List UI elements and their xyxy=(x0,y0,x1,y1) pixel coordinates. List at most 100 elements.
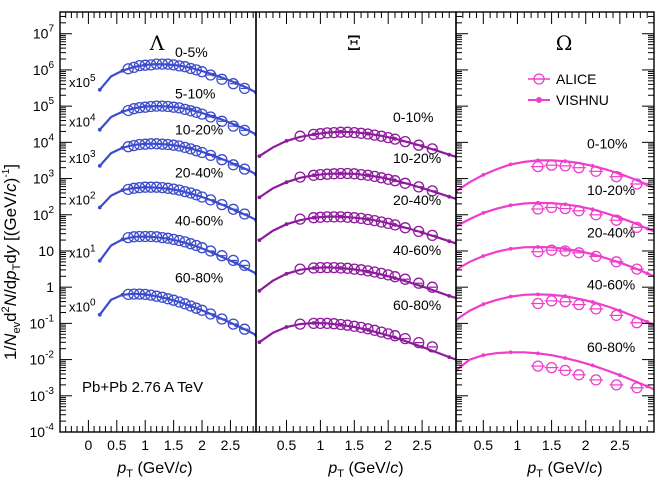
alice-point xyxy=(128,288,140,300)
alice-point xyxy=(185,187,197,199)
vishnu-point xyxy=(645,182,650,187)
panel-title-xi: Ξ xyxy=(347,31,361,55)
vishnu-curve-lambda-10-20 xyxy=(98,142,256,176)
alice-point xyxy=(321,261,333,274)
alice-point xyxy=(156,291,168,303)
vishnu-point xyxy=(563,246,568,251)
y-tick-label: 106 xyxy=(33,60,55,78)
x-tick-label: 1 xyxy=(514,437,522,453)
alice-point xyxy=(348,126,360,139)
alice-point xyxy=(162,100,174,113)
vishnu-point xyxy=(97,205,102,210)
alice-point xyxy=(389,175,401,187)
alice-point xyxy=(355,168,367,181)
alice-point xyxy=(185,238,197,250)
alice-point xyxy=(216,313,228,325)
alice-point xyxy=(631,382,643,394)
alice-point xyxy=(133,230,146,243)
alice-point xyxy=(156,138,168,150)
y-tick-label: 10-2 xyxy=(30,350,55,368)
alice-point xyxy=(341,319,354,331)
alice-point xyxy=(238,259,251,272)
vishnu-curve-xi-40-60 xyxy=(258,266,456,300)
alice-point xyxy=(375,326,388,338)
alice-point xyxy=(321,127,333,139)
x-tick-label: 2 xyxy=(198,437,206,453)
y-tick-label: 104 xyxy=(33,132,55,150)
alice-point xyxy=(173,60,185,72)
alice-point xyxy=(173,184,185,196)
alice-point xyxy=(307,317,320,330)
panel-frame-omega xyxy=(455,11,655,433)
vishnu-point xyxy=(284,180,289,185)
alice-point xyxy=(128,103,140,115)
scale-factor-20-40: x102 xyxy=(69,191,96,208)
x-axis-title-omega: pT (GeV/c) xyxy=(526,460,602,480)
vishnu-point xyxy=(447,355,452,359)
alice-point xyxy=(348,212,360,224)
alice-point xyxy=(335,126,347,138)
vishnu-point xyxy=(447,194,452,199)
alice-point xyxy=(227,254,239,267)
vishnu-point xyxy=(645,320,650,324)
alice-point xyxy=(559,245,571,257)
centrality-label-lambda-0-5: 0-5% xyxy=(175,44,208,60)
y-tick-label: 1 xyxy=(46,279,54,295)
alice-point xyxy=(545,295,558,307)
alice-point xyxy=(375,216,388,228)
centrality-label-xi-0-10: 0-10% xyxy=(393,109,433,125)
alice-point xyxy=(294,318,306,330)
alice-point xyxy=(238,82,251,95)
vishnu-point xyxy=(536,292,540,297)
alice-point xyxy=(162,232,174,244)
alice-point xyxy=(355,264,367,276)
alice-point xyxy=(150,100,163,112)
y-tick-label: 102 xyxy=(33,205,55,223)
vishnu-curve-omega-60-80 xyxy=(456,351,654,391)
alice-point xyxy=(389,271,401,283)
vishnu-point xyxy=(338,322,343,327)
alice-point xyxy=(294,171,306,183)
alice-point xyxy=(559,364,571,377)
alice-point xyxy=(341,211,354,223)
alice-point xyxy=(532,246,544,258)
alice-point xyxy=(399,135,411,148)
vishnu-point xyxy=(393,276,397,280)
vishnu-point xyxy=(366,173,370,178)
x-tick-label: 1.5 xyxy=(542,437,562,453)
alice-point xyxy=(139,59,151,71)
vishnu-curve-xi-0-10 xyxy=(258,130,456,158)
vishnu-curve-omega-40-60 xyxy=(456,293,654,327)
vishnu-point xyxy=(508,162,513,167)
alice-point xyxy=(314,211,327,223)
alice-point xyxy=(227,120,239,132)
alice-point xyxy=(368,214,381,227)
vishnu-point xyxy=(447,294,452,298)
alice-point xyxy=(185,143,197,155)
alice-point xyxy=(631,221,643,234)
alice-point xyxy=(426,281,438,293)
data-points-layer xyxy=(122,58,644,394)
vishnu-point xyxy=(481,254,486,258)
vishnu-point xyxy=(257,195,262,200)
alice-point xyxy=(204,111,217,123)
alice-point xyxy=(389,219,401,231)
vishnu-point xyxy=(645,226,650,231)
alice-point xyxy=(375,172,388,184)
alice-point xyxy=(368,324,381,336)
alice-point xyxy=(375,267,388,280)
legend-vishnu-label: VISHNU xyxy=(556,92,609,108)
alice-point xyxy=(559,160,571,172)
alice-point xyxy=(532,160,544,173)
alice-point xyxy=(204,245,217,257)
axis-tick-labels: 0-5% x105 5-10% x104 10-20% x103 20-40% x102 40-… xyxy=(30,24,636,453)
alice-point xyxy=(307,128,320,141)
alice-point xyxy=(145,100,157,113)
vishnu-point xyxy=(563,356,568,360)
vishnu-point xyxy=(97,164,102,168)
vishnu-point xyxy=(366,217,370,222)
vishnu-point xyxy=(645,271,650,276)
alice-point xyxy=(355,212,367,225)
vishnu-point xyxy=(257,154,262,159)
y-tick-label: 107 xyxy=(33,24,55,42)
